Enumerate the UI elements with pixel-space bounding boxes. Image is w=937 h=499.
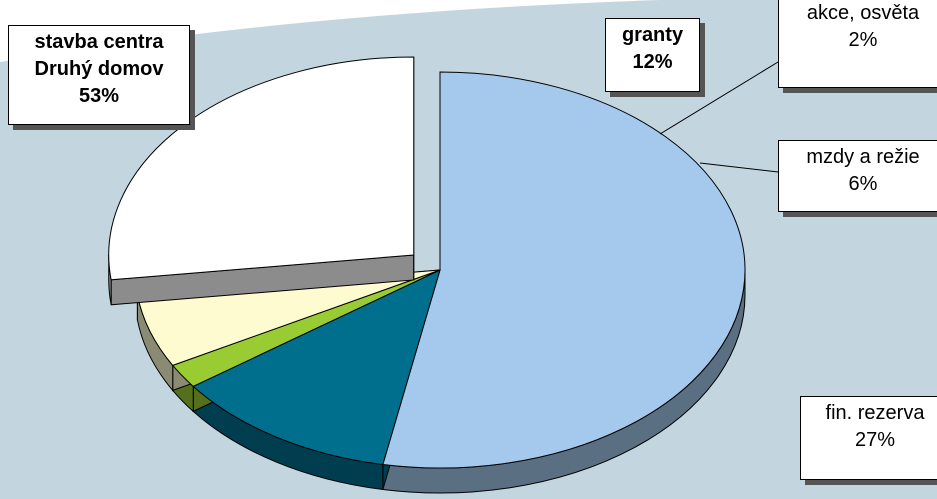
label-name: stavba centra Druhý domov [34, 31, 164, 80]
label-name: mzdy a režie [806, 146, 920, 168]
label-name: akce, osvěta [806, 2, 920, 24]
data-label: fin. rezerva 27% [800, 396, 937, 480]
data-label: granty 12% [605, 18, 700, 92]
label-value: 53% [78, 85, 120, 107]
label-value: 27% [854, 429, 896, 451]
label-value: 12% [632, 51, 673, 73]
label-name: fin. rezerva [825, 402, 925, 424]
slice [192, 269, 441, 466]
data-label: mzdy a režie 6% [778, 140, 937, 212]
label-value: 2% [848, 29, 878, 51]
background-curve [0, 0, 660, 62]
data-label: stavba centra Druhý domov 53% [8, 25, 190, 125]
pie [108, 56, 746, 494]
slice [382, 71, 746, 469]
leader-line [699, 162, 779, 173]
label-value: 6% [848, 173, 878, 195]
leader-line [659, 61, 779, 135]
data-label: akce, osvěta 2% [778, 0, 937, 88]
label-name: granty [621, 24, 684, 46]
